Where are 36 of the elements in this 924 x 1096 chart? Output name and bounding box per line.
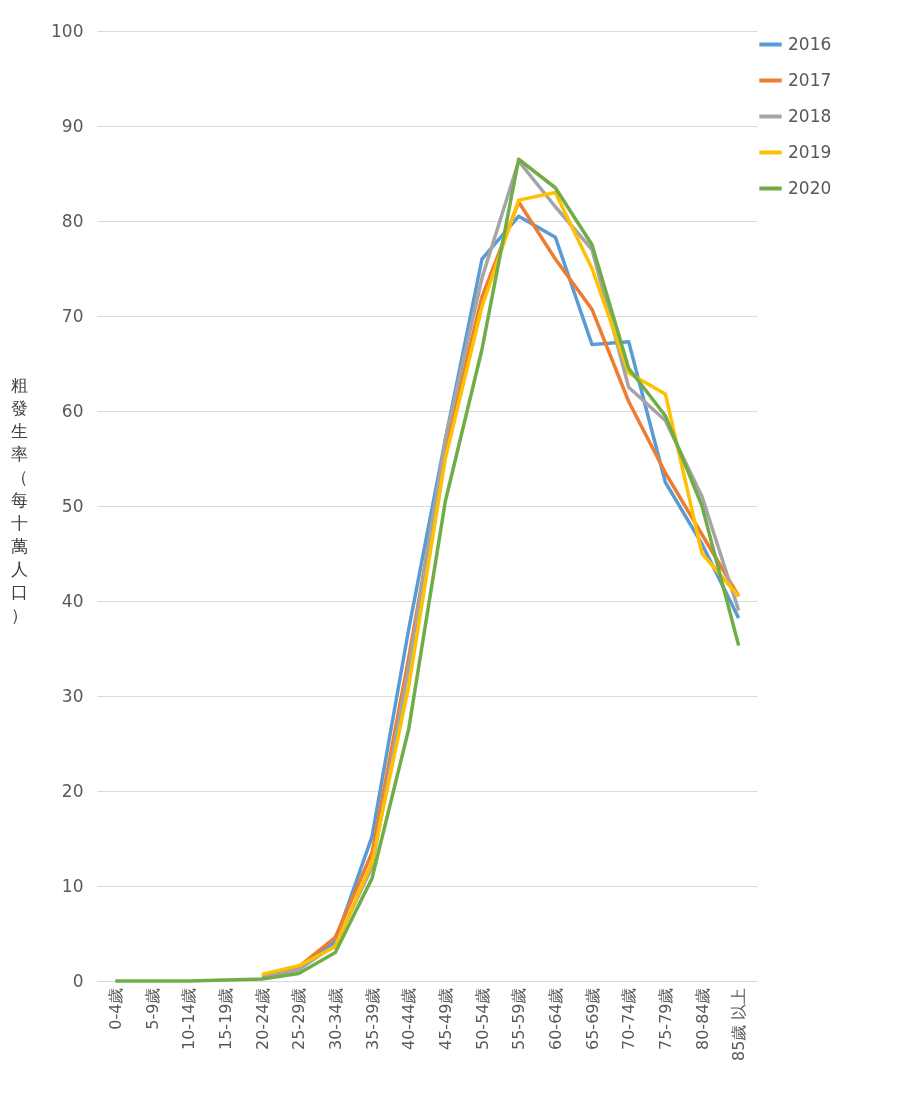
x-tick-label: 65-69歲 [582, 987, 602, 1050]
x-tick-label: 10-14歲 [179, 987, 199, 1050]
y-tick-label: 0 [72, 970, 84, 991]
legend-label: 2020 [788, 177, 832, 198]
x-tick-label: 20-24歲 [252, 987, 272, 1050]
line-series [113, 157, 741, 983]
y-tick-label: 60 [61, 400, 84, 421]
legend-label: 2017 [788, 69, 832, 90]
y-tick-label: 30 [61, 685, 84, 706]
x-tick-label: 0-4歲 [105, 987, 125, 1030]
x-tick-label: 80-84歲 [692, 987, 712, 1050]
y-tick-label: 100 [51, 20, 84, 41]
x-tick-label: 50-54歲 [472, 987, 492, 1050]
y-tick-label: 10 [61, 875, 84, 896]
x-tick-label: 75-79歲 [655, 987, 675, 1050]
y-tick-label: 50 [61, 495, 84, 516]
y-tick-label: 80 [61, 210, 84, 231]
x-tick-label: 55-59歲 [509, 987, 529, 1050]
x-tick-label: 30-34歲 [325, 987, 345, 1050]
x-tick-label: 15-19歲 [215, 987, 235, 1050]
text: 粗發生率（每十萬人口） [10, 375, 28, 625]
y-tick-label: 70 [61, 305, 84, 326]
x-tick-label: 25-29歲 [289, 987, 309, 1050]
legend-label: 2019 [788, 141, 832, 162]
x-tick-label: 60-64歲 [545, 987, 565, 1050]
x-tick-label: 45-49歲 [435, 987, 455, 1050]
x-tick-label: 85歲 以上 [729, 987, 749, 1061]
y-tick-label: 90 [61, 115, 84, 136]
y-tick-label: 40 [61, 590, 84, 611]
legend-label: 2018 [788, 105, 832, 126]
legend-label: 2016 [788, 33, 832, 54]
y-tick-label: 20 [61, 780, 84, 801]
x-tick-label: 35-39歲 [362, 987, 382, 1050]
x-tick-label: 40-44歲 [399, 987, 419, 1050]
x-tick-label: 5-9歲 [142, 987, 162, 1030]
x-tick-label: 70-74歲 [619, 987, 639, 1050]
